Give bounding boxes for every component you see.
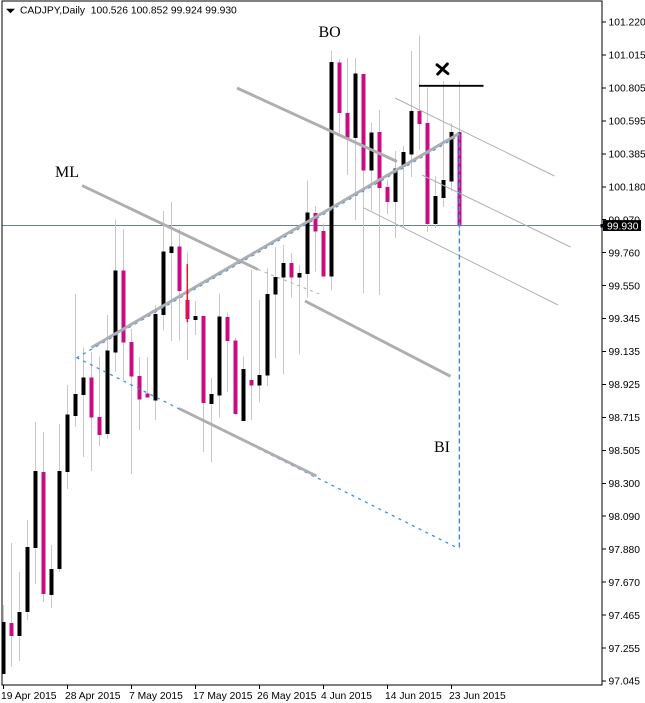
svg-text:97.255: 97.255 (609, 644, 641, 655)
svg-text:CADJPY,Daily 100.526 100.852: CADJPY,Daily 100.526 100.852 99.924 99.9… (20, 6, 237, 17)
svg-text:97.045: 97.045 (609, 677, 641, 688)
svg-text:97.670: 97.670 (609, 578, 641, 589)
svg-text:98.715: 98.715 (609, 413, 641, 424)
svg-text:97.465: 97.465 (609, 611, 641, 622)
svg-text:99.760: 99.760 (609, 248, 641, 259)
svg-text:99.930: 99.930 (607, 221, 639, 232)
svg-text:ML: ML (55, 164, 79, 181)
svg-text:100.385: 100.385 (609, 150, 645, 161)
svg-text:28 Apr 2015: 28 Apr 2015 (65, 691, 121, 702)
svg-text:7 May 2015: 7 May 2015 (129, 691, 183, 702)
svg-text:100.805: 100.805 (609, 84, 645, 95)
svg-text:98.090: 98.090 (609, 512, 641, 523)
svg-text:98.300: 98.300 (609, 479, 641, 490)
svg-text:26 May 2015: 26 May 2015 (257, 691, 317, 702)
svg-text:101.015: 101.015 (609, 51, 645, 62)
svg-text:4 Jun 2015: 4 Jun 2015 (321, 691, 372, 702)
svg-text:19 Apr 2015: 19 Apr 2015 (1, 691, 57, 702)
svg-text:BI: BI (434, 439, 450, 456)
svg-text:17 May 2015: 17 May 2015 (193, 691, 253, 702)
svg-text:100.180: 100.180 (609, 182, 645, 193)
svg-text:99.550: 99.550 (609, 281, 641, 292)
svg-text:23 Jun 2015: 23 Jun 2015 (449, 691, 506, 702)
svg-text:98.925: 98.925 (609, 380, 641, 391)
svg-text:99.135: 99.135 (609, 347, 641, 358)
svg-text:98.505: 98.505 (609, 446, 641, 457)
svg-text:BO: BO (319, 24, 341, 41)
svg-text:97.880: 97.880 (609, 545, 641, 556)
svg-text:100.595: 100.595 (609, 117, 645, 128)
svg-text:101.220: 101.220 (609, 18, 645, 29)
svg-text:99.345: 99.345 (609, 314, 641, 325)
svg-text:14 Jun 2015: 14 Jun 2015 (385, 691, 442, 702)
